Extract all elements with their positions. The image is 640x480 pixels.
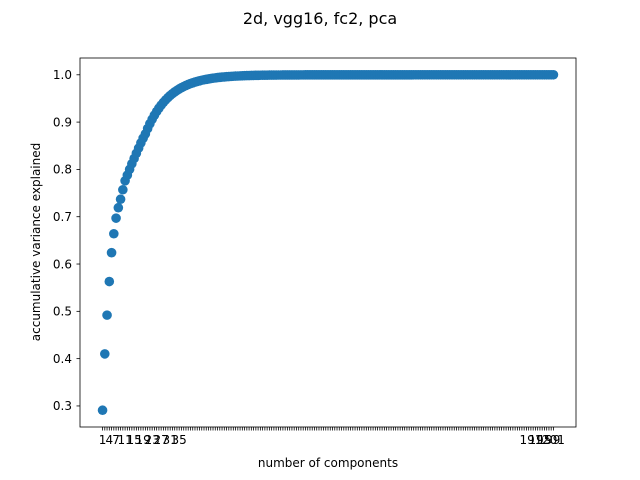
y-tick-label: 0.5 (53, 305, 72, 319)
x-tick-label: 201 (542, 433, 565, 447)
x-axis-label: number of components (258, 456, 398, 470)
data-point (113, 202, 124, 213)
y-axis-label: accumulative variance explained (29, 143, 43, 341)
x-tick-label: 199 (537, 433, 560, 447)
data-point (102, 310, 112, 320)
x-tick-label: 31 (163, 433, 178, 447)
data-point (548, 69, 559, 80)
data-point (100, 349, 110, 359)
data-point (104, 276, 115, 287)
y-tick-label: 0.3 (53, 399, 72, 413)
x-tick-label: 23 (145, 433, 160, 447)
x-tick-label: 15 (126, 433, 141, 447)
x-tick-label: 35 (172, 433, 187, 447)
x-tick-label: 1 (99, 433, 107, 447)
chart-title: 2d, vgg16, fc2, pca (243, 9, 397, 28)
data-point (111, 213, 121, 223)
y-tick-label: 0.4 (53, 352, 72, 366)
x-tick-label: 11 (117, 433, 132, 447)
data-point (115, 194, 126, 205)
x-tick-label: 191 (519, 433, 542, 447)
x-tick-label: 19 (135, 433, 150, 447)
data-point (97, 405, 108, 416)
x-tick-label: 7 (112, 433, 120, 447)
y-tick-label: 1.0 (53, 68, 72, 82)
x-tick-label: 195 (528, 433, 551, 447)
y-tick-label: 0.6 (53, 257, 72, 271)
y-tick-label: 0.7 (53, 210, 72, 224)
data-point (109, 228, 119, 239)
y-tick-label: 0.9 (53, 115, 72, 129)
data-point (106, 247, 117, 258)
data-points (97, 69, 559, 416)
x-tick-label: 4 (105, 433, 113, 447)
x-tick-label: 27 (154, 433, 169, 447)
y-axis: 0.3 0.4 0.5 0.6 0.7 0.8 0.9 1.0 (53, 68, 80, 413)
y-tick-label: 0.8 (53, 163, 72, 177)
data-point (118, 184, 128, 195)
